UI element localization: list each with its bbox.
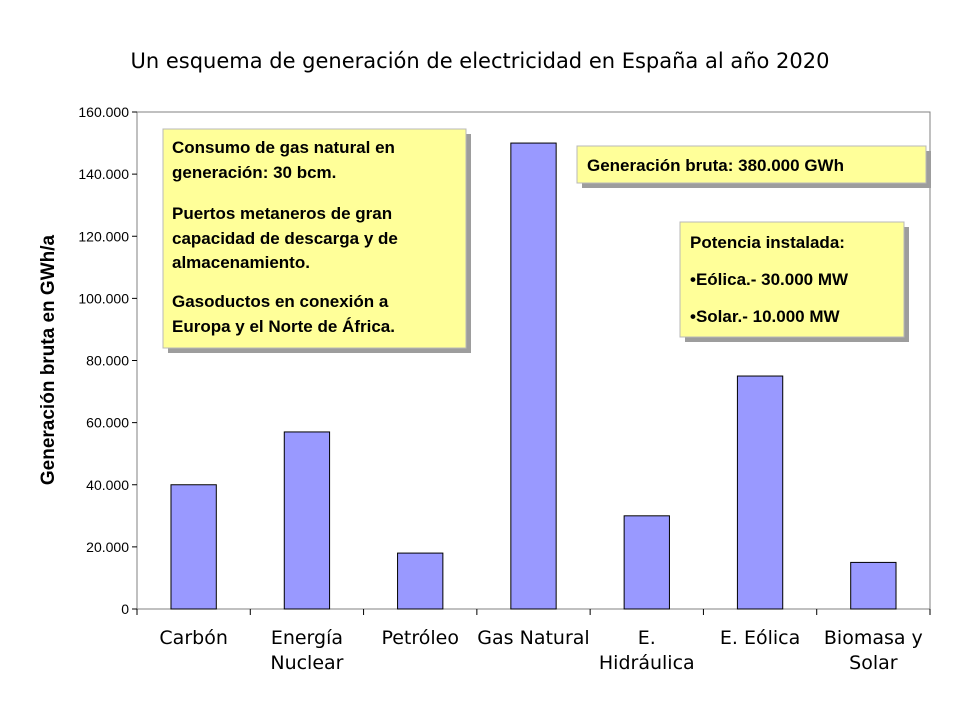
x-tick-label: Carbón	[159, 627, 227, 649]
x-tick-label: E. Eólica	[720, 627, 800, 649]
bars	[170, 142, 897, 610]
annotation-potencia-box: Potencia instalada: •Eólica.- 30.000 MW …	[679, 221, 909, 342]
y-axis: 0 20.000 40.000 60.000 80.000 100.000 120.000 1…	[78, 104, 137, 617]
bar	[170, 484, 217, 610]
x-tick-label: Biomasa y	[824, 627, 923, 649]
bar	[623, 515, 670, 610]
y-tick-label: 100.000	[78, 290, 129, 306]
x-axis: Carbón Energía Nuclear Petróleo Gas Natural E…	[136, 609, 931, 674]
annotation-total-box: Generación bruta: 380.000 GWh	[576, 145, 931, 188]
annotation-gas-line: capacidad de descarga y de	[172, 229, 398, 248]
bar	[736, 375, 784, 610]
annotation-gas-line: Europa y el Norte de África.	[172, 317, 395, 336]
annotation-gas-line: Gasoductos en conexión a	[172, 292, 389, 311]
x-tick-label: E.	[638, 627, 656, 649]
x-tick-label: Petróleo	[381, 627, 459, 649]
bar	[283, 431, 331, 610]
y-axis-label: Generación bruta en GWh/a	[38, 234, 59, 485]
annotation-gas-line: almacenamiento.	[172, 253, 310, 272]
y-tick-label: 0	[121, 601, 129, 617]
y-tick-label: 140.000	[78, 166, 129, 182]
annotation-potencia-line: Potencia instalada:	[690, 233, 845, 252]
bar	[397, 552, 444, 610]
y-tick-label: 120.000	[78, 228, 129, 244]
annotation-gas-line: Consumo de gas natural en	[172, 138, 395, 157]
chart-title: Un esquema de generación de electricidad…	[130, 49, 829, 73]
annotation-potencia-line: •Eólica.- 30.000 MW	[690, 270, 849, 289]
x-tick-label: Solar	[849, 652, 898, 674]
y-tick-label: 160.000	[78, 104, 129, 120]
x-tick-label: Energía	[271, 627, 343, 649]
annotation-gas-line: generación: 30 bcm.	[172, 163, 336, 182]
y-tick-label: 20.000	[86, 539, 129, 555]
bar	[510, 142, 557, 610]
bar	[850, 561, 897, 610]
x-tick-label: Hidráulica	[599, 652, 695, 674]
annotation-total-text: Generación bruta: 380.000 GWh	[587, 156, 844, 175]
y-tick-label: 40.000	[86, 477, 129, 493]
annotation-potencia-line: •Solar.- 10.000 MW	[690, 307, 841, 326]
x-tick-label: Nuclear	[270, 652, 343, 674]
y-tick-label: 60.000	[86, 415, 129, 431]
annotation-gas-box: Consumo de gas natural en generación: 30…	[162, 128, 471, 353]
x-tick-label: Gas Natural	[477, 627, 589, 649]
annotation-gas-line: Puertos metaneros de gran	[172, 204, 392, 223]
y-tick-label: 80.000	[86, 353, 129, 369]
